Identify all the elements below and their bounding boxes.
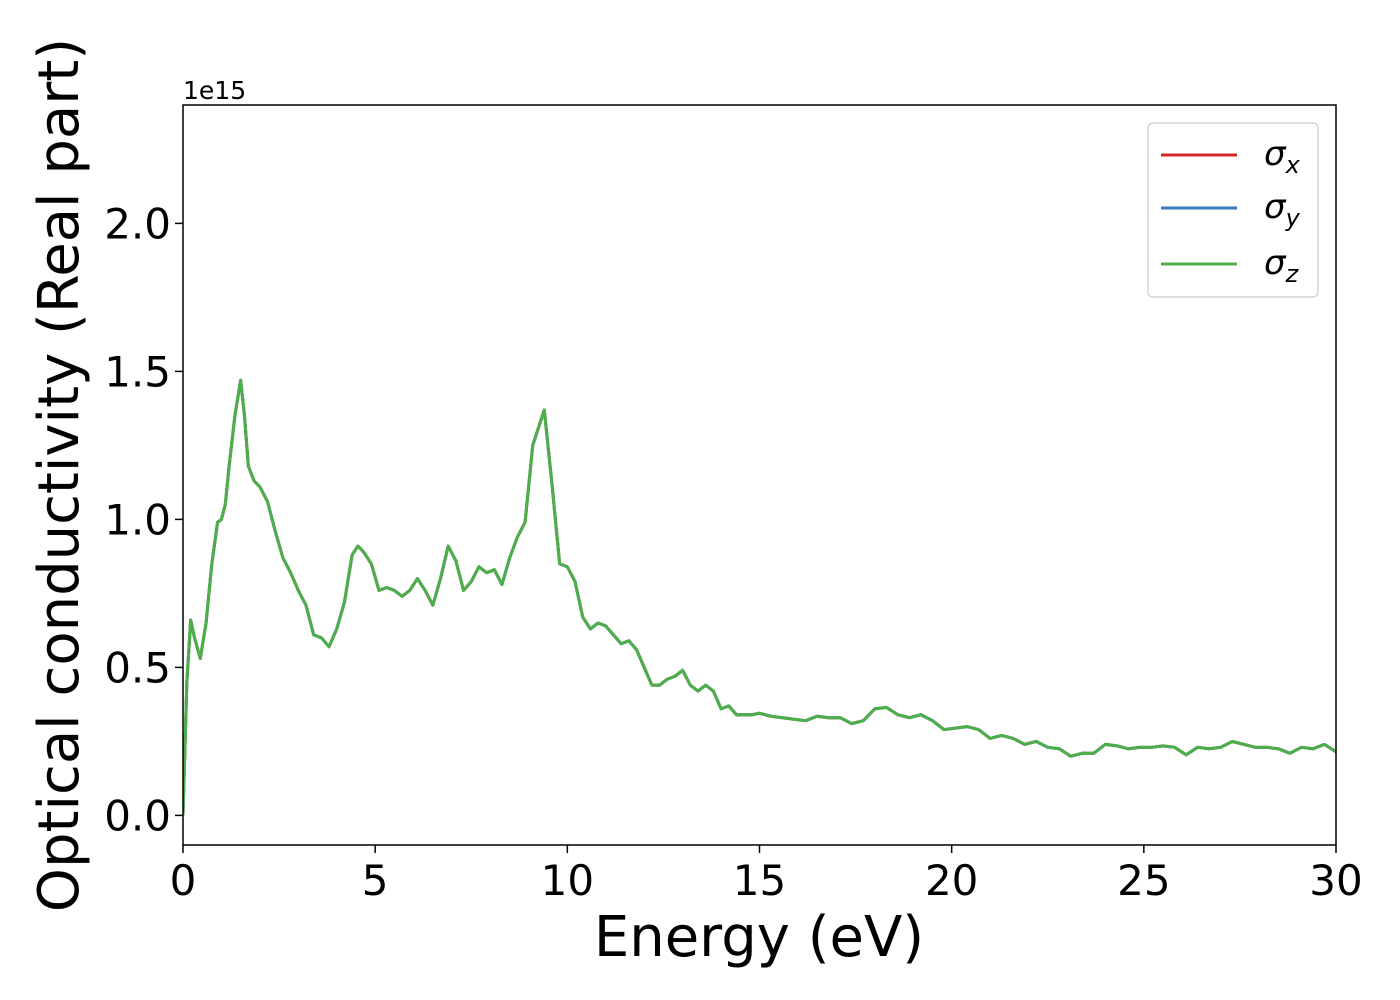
y-tick-label: 0.0 <box>104 791 171 840</box>
y-offset-label: 1e15 <box>183 76 246 105</box>
legend-label-y: σy <box>1264 187 1301 232</box>
y-tick-label: 1.0 <box>104 495 171 544</box>
legend-box <box>1147 122 1319 298</box>
legend-entries: σx σy σz <box>1161 134 1301 288</box>
series-line-z <box>183 378 1336 816</box>
x-axis-title: Energy (eV) <box>594 905 924 970</box>
plot-lines <box>183 378 1336 816</box>
y-tick-label: 2.0 <box>104 199 171 248</box>
x-tick-label: 20 <box>925 856 978 905</box>
y-tick-label: 1.5 <box>104 347 171 396</box>
legend-label-z: σz <box>1264 243 1300 288</box>
x-tick-label: 30 <box>1309 856 1362 905</box>
y-axis: 0.0 0.5 1.0 1.5 2.0 <box>104 199 183 840</box>
y-axis-title: Optical conductivity (Real part) <box>27 38 92 912</box>
x-tick-label: 10 <box>541 856 594 905</box>
y-tick-label: 0.5 <box>104 643 171 692</box>
legend-label-x: σx <box>1264 134 1301 179</box>
x-tick-label: 0 <box>170 856 197 905</box>
x-axis: 0 5 10 15 20 25 30 <box>170 845 1363 905</box>
x-tick-label: 15 <box>733 856 786 905</box>
x-tick-label: 25 <box>1117 856 1170 905</box>
x-tick-label: 5 <box>362 856 389 905</box>
legend: σx σy σz <box>1147 122 1319 298</box>
